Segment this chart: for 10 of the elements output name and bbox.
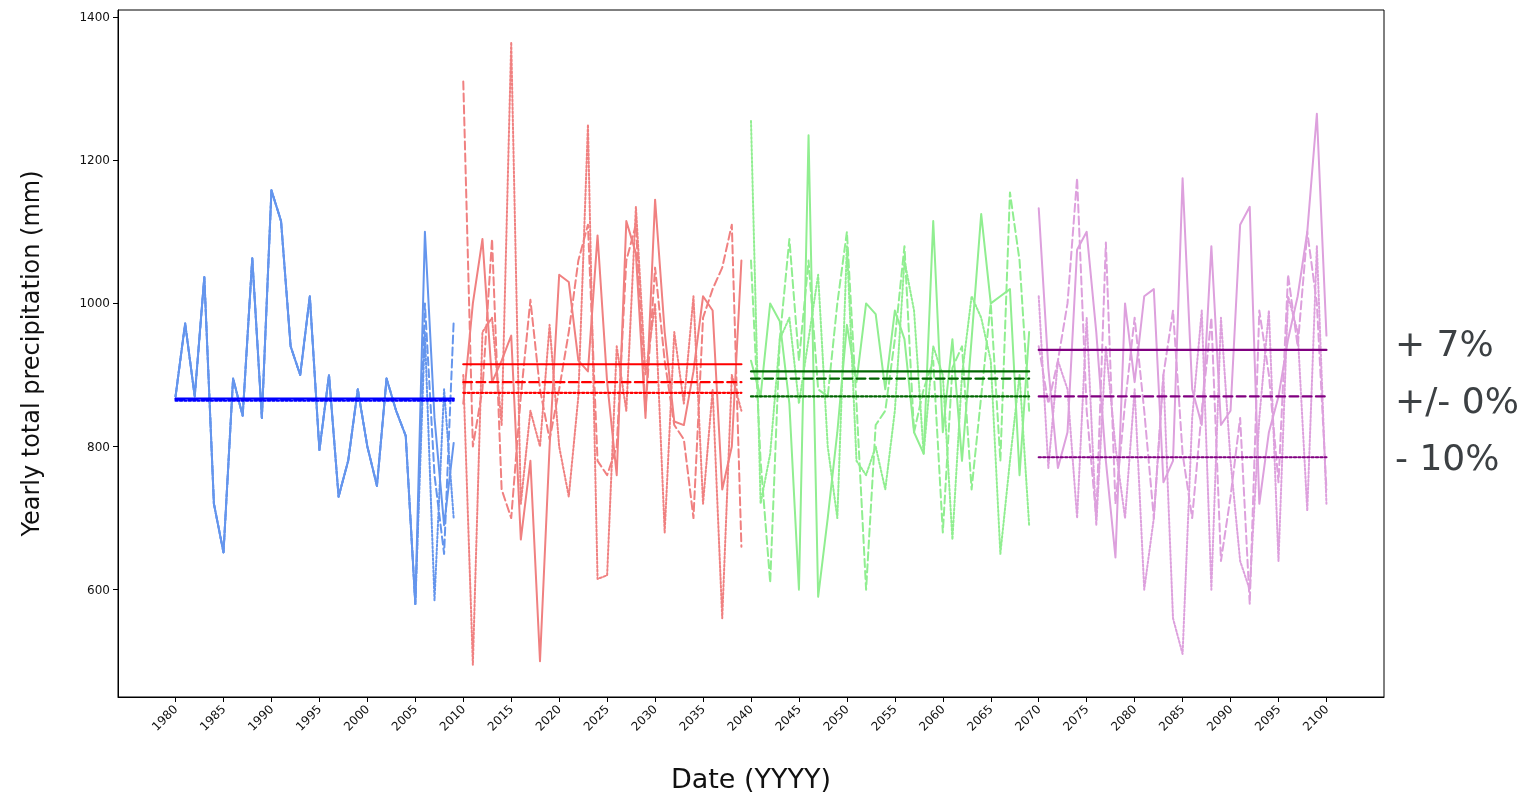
text: + 7% (1395, 322, 1494, 364)
y-tick-label: 1400 (79, 10, 110, 25)
y-tick-label: 1000 (79, 296, 110, 311)
y-tick-label: 600 (87, 582, 110, 597)
y-tick-label: 1200 (79, 153, 110, 168)
y-axis-title: Yearly total precipitation (mm) (17, 170, 45, 538)
text: +/- 0% (1395, 379, 1519, 421)
x-axis-title: Date (YYYY) (670, 763, 832, 794)
y-tick-label: 800 (87, 439, 110, 454)
text: - 10% (1395, 436, 1500, 478)
